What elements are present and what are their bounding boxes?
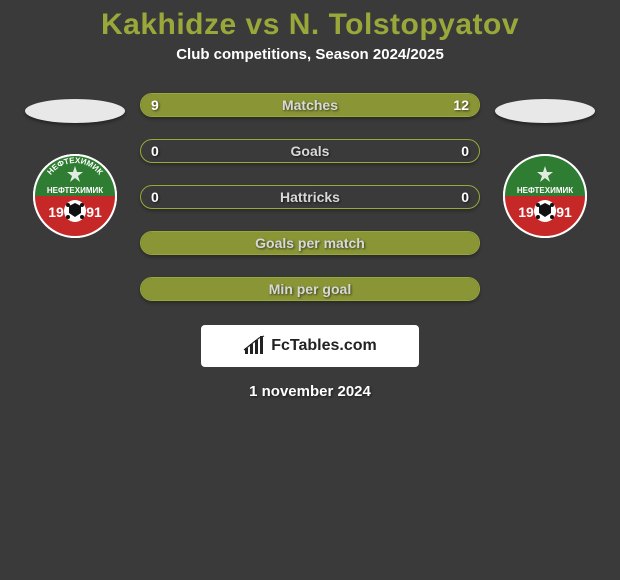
stat-value-right: 12 [453,97,469,113]
page-title: Kakhidze vs N. Tolstopyatov [101,8,519,42]
player-photo-right [495,99,595,123]
crest-icon: НЕФТЕХИМИК НЕФТЕХИМИК 19 91 [32,153,118,239]
stat-bar-min-per-goal: Min per goal [140,277,480,301]
subtitle: Club competitions, Season 2024/2025 [176,46,444,63]
stat-fill-left [141,94,276,116]
crest-icon: НЕФТЕХИМИК 19 91 [502,153,588,239]
stats-column: 9 Matches 12 0 Goals 0 0 Hattricks 0 [140,93,480,301]
svg-text:91: 91 [86,204,102,220]
stat-label: Min per goal [269,281,351,297]
stat-bar-goals-per-match: Goals per match [140,231,480,255]
stat-bar-goals: 0 Goals 0 [140,139,480,163]
player-photo-left [25,99,125,123]
svg-text:91: 91 [556,204,572,220]
attribution-box: FcTables.com [201,325,419,367]
svg-text:19: 19 [518,204,534,220]
stat-value-left: 0 [151,143,159,159]
stat-label: Hattricks [280,189,340,205]
left-player-col: НЕФТЕХИМИК НЕФТЕХИМИК 19 91 [20,93,130,239]
stat-bar-matches: 9 Matches 12 [140,93,480,117]
stat-value-left: 9 [151,97,159,113]
stat-label: Goals per match [255,235,365,251]
stat-value-left: 0 [151,189,159,205]
club-crest-left: НЕФТЕХИМИК НЕФТЕХИМИК 19 91 [32,153,118,239]
brand-text: FcTables.com [271,337,377,355]
generated-date: 1 november 2024 [249,383,371,400]
stat-label: Matches [282,97,338,113]
stat-value-right: 0 [461,143,469,159]
comparison-row: НЕФТЕХИМИК НЕФТЕХИМИК 19 91 [0,93,620,301]
svg-text:НЕФТЕХИМИК: НЕФТЕХИМИК [47,186,103,195]
svg-text:19: 19 [48,204,64,220]
bar-chart-icon [243,335,265,357]
stat-label: Goals [291,143,330,159]
svg-text:НЕФТЕХИМИК: НЕФТЕХИМИК [517,186,573,195]
right-player-col: НЕФТЕХИМИК 19 91 [490,93,600,239]
stat-bar-hattricks: 0 Hattricks 0 [140,185,480,209]
stat-value-right: 0 [461,189,469,205]
club-crest-right: НЕФТЕХИМИК 19 91 [502,153,588,239]
